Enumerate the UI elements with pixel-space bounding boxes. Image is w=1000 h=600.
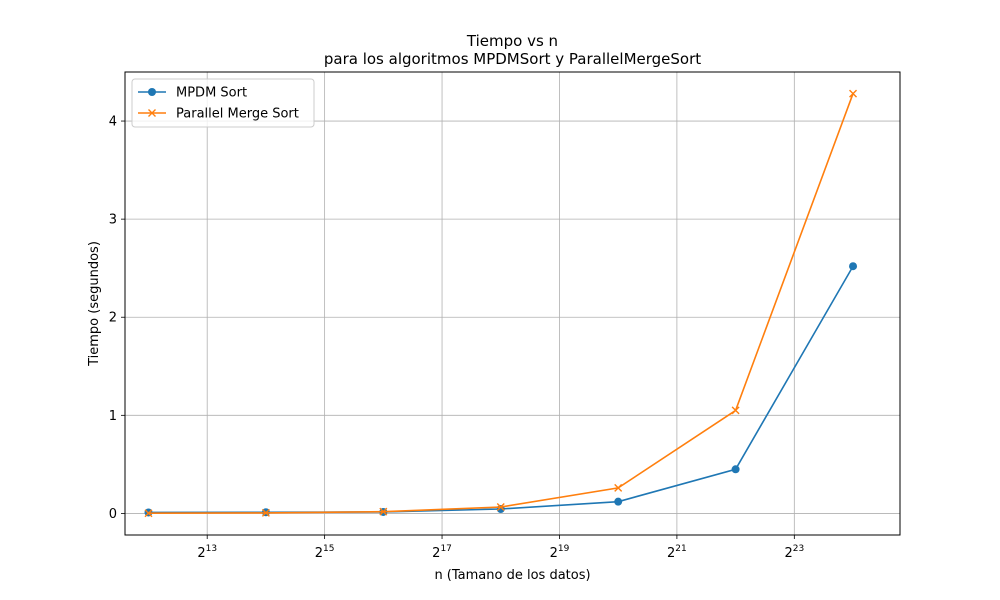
x-tick-label: 217: [432, 544, 452, 561]
y-tick-label: 3: [109, 213, 117, 228]
series-parallel-merge-sort: [144, 89, 858, 518]
data-point: [849, 262, 858, 271]
y-tick-label: 0: [109, 507, 117, 522]
chart-subtitle: para los algoritmos MPDMSort y ParallelM…: [324, 50, 701, 68]
legend-entry: Parallel Merge Sort: [138, 107, 299, 122]
legend-box: [131, 78, 315, 128]
y-tick-label: 2: [109, 311, 117, 326]
data-point: [261, 508, 270, 517]
x-tick-label: 221: [667, 544, 687, 561]
series-layer: [144, 89, 858, 518]
legend-entry: MPDM Sort: [138, 86, 247, 101]
y-axis-label: Tiempo (segundos): [87, 241, 102, 367]
legend-label: Parallel Merge Sort: [176, 107, 299, 122]
axis-ticks: 213 215 217 219 221 223 0 1 2 3 4: [109, 115, 804, 561]
legend-label: MPDM Sort: [176, 86, 247, 101]
plot-frame: [124, 71, 901, 536]
series-line: [148, 265, 854, 514]
data-point: [614, 483, 623, 492]
x-axis-label: n (Tamano de los datos): [434, 568, 590, 583]
data-point: [496, 503, 505, 512]
data-point: [379, 507, 388, 516]
x-tick-label: 219: [550, 544, 570, 561]
x-tick-label: 223: [784, 544, 804, 561]
y-tick-label: 4: [109, 115, 117, 130]
legend-marker: [148, 109, 156, 117]
data-point: [731, 465, 740, 474]
grid-lines: [125, 72, 900, 535]
chart-title: Tiempo vs n: [466, 32, 558, 50]
data-point: [731, 406, 740, 415]
x-tick-label: 213: [197, 544, 217, 561]
data-point: [849, 89, 858, 98]
legend: MPDM Sort Parallel Merge Sort: [131, 78, 315, 128]
series-mpdm-sort: [144, 262, 858, 517]
x-tick-label: 215: [315, 544, 335, 561]
y-tick-label: 1: [109, 409, 117, 424]
data-point: [144, 509, 153, 518]
data-point: [614, 497, 623, 506]
legend-marker: [148, 88, 156, 96]
